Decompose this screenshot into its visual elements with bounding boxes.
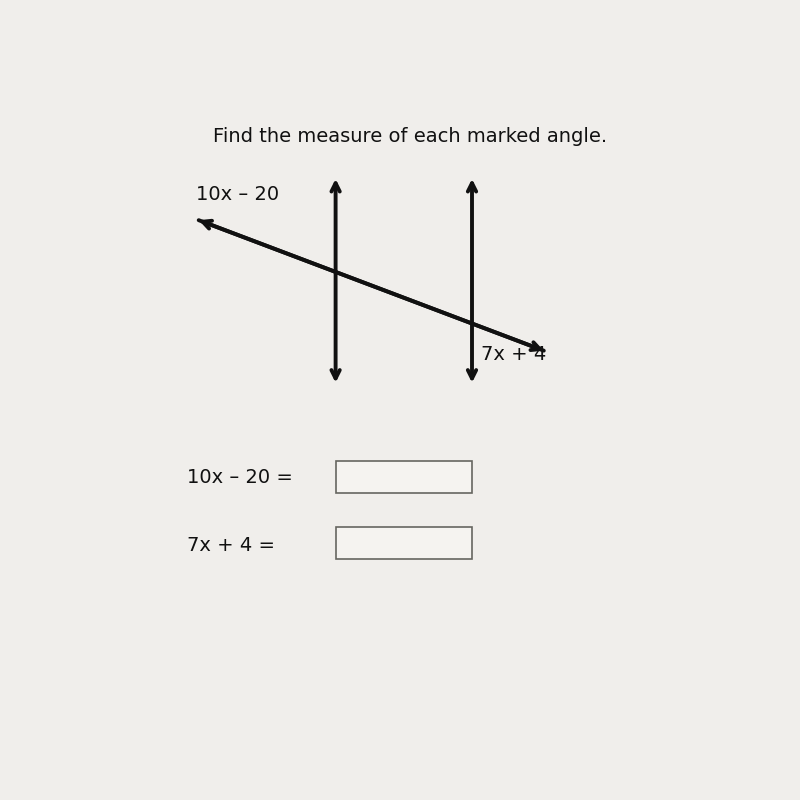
Text: 7x + 4: 7x + 4 — [482, 346, 546, 365]
FancyBboxPatch shape — [336, 527, 472, 559]
Text: 10x – 20 =: 10x – 20 = — [187, 469, 293, 487]
Text: 10x – 20: 10x – 20 — [196, 185, 279, 204]
Text: 7x + 4 =: 7x + 4 = — [187, 536, 275, 555]
FancyBboxPatch shape — [336, 462, 472, 494]
Text: Find the measure of each marked angle.: Find the measure of each marked angle. — [213, 127, 607, 146]
